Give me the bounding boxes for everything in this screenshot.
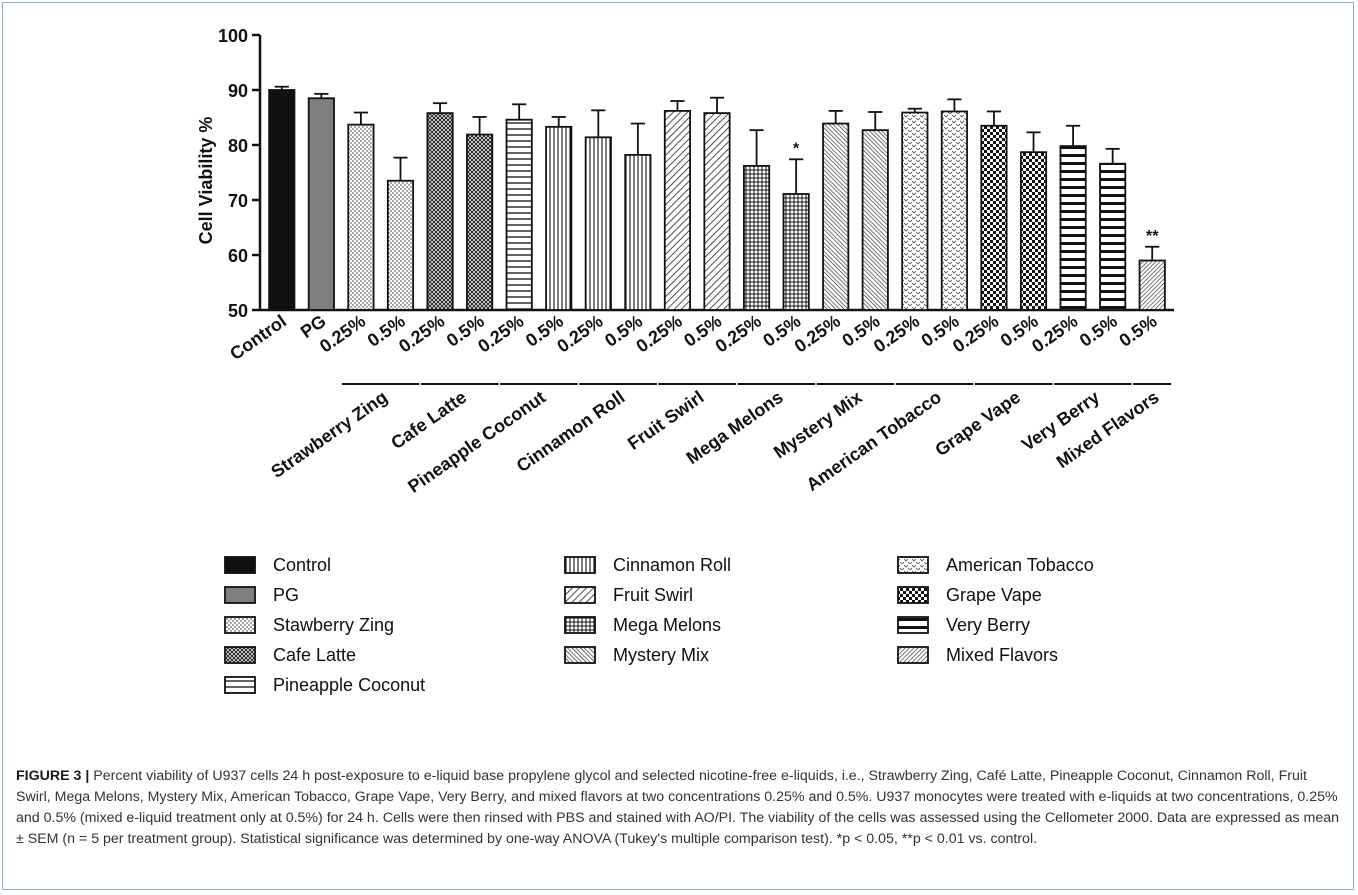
legend-swatch [897, 616, 929, 634]
bar [426, 112, 454, 311]
x-tick-label: 0.25% [395, 311, 448, 357]
x-tick-labels: Control PG0.25%0.5%0.25%0.5%0.25%0.5%0.25… [226, 311, 1160, 364]
bar [743, 164, 771, 311]
legend-swatch [224, 646, 256, 664]
legend-swatch [564, 556, 596, 574]
group-label: American Tobacco [803, 387, 945, 495]
bar [1059, 145, 1087, 311]
x-tick-label: 0.25% [870, 311, 923, 357]
significance-marker: * [793, 140, 800, 157]
legend-swatch [564, 616, 596, 634]
legend-swatch [897, 646, 929, 664]
y-tick-label: 50 [228, 301, 248, 321]
y-tick-label: 90 [228, 81, 248, 101]
x-tick-label: 0.25% [949, 311, 1002, 357]
legend-swatch [564, 646, 596, 664]
bar [347, 123, 375, 311]
legend-swatch [224, 616, 256, 634]
legend-label: Stawberry Zing [273, 615, 394, 635]
bar [268, 89, 296, 311]
bar [940, 110, 968, 311]
legend-swatch [897, 586, 929, 604]
legend-label: Cafe Latte [273, 645, 356, 665]
y-tick-label: 80 [228, 136, 248, 156]
x-tick-label: 0.25% [553, 311, 606, 357]
legend-swatch [564, 586, 596, 604]
legend: Control PG Stawberry Zing Cafe Latte Pineapp… [224, 555, 1094, 695]
group-label: Grape Vape [931, 387, 1024, 460]
y-axis-title: Cell Viability % [196, 117, 216, 245]
legend-swatch [224, 556, 256, 574]
legend-label: Control [273, 555, 331, 575]
y-tick-label: 100 [218, 26, 248, 46]
x-tick-label: 0.25% [474, 311, 527, 357]
x-tick-label: 0.25% [712, 311, 765, 357]
caption-text: Percent viability of U937 cells 24 h pos… [16, 768, 1340, 847]
bar [1019, 151, 1048, 311]
y-tick-label: 70 [228, 191, 248, 211]
figure-label: FIGURE 3 | [16, 768, 90, 784]
bar [584, 136, 612, 311]
significance-marker: ** [1146, 228, 1159, 245]
legend-label: PG [273, 585, 299, 605]
bar [901, 111, 929, 311]
bars: *** [268, 85, 1166, 311]
legend-label: Fruit Swirl [613, 585, 693, 605]
bar [782, 193, 810, 311]
x-tick-label: 0.25% [316, 311, 369, 357]
group-label: Strawberry Zing [267, 387, 391, 482]
bar [386, 179, 415, 311]
legend-swatch [897, 556, 929, 574]
legend-label: Cinnamon Roll [613, 555, 731, 575]
legend-label: Mega Melons [613, 615, 721, 635]
legend-swatch [224, 586, 256, 604]
bar [466, 133, 494, 311]
legend-label: Mystery Mix [613, 645, 709, 665]
y-tick-label: 60 [228, 246, 248, 266]
legend-label: Very Berry [946, 615, 1030, 635]
group-label: Pineapple Coconut [404, 387, 549, 497]
bar [703, 112, 731, 311]
x-tick-label: 0.25% [632, 311, 685, 357]
bar [624, 153, 652, 311]
bar [505, 118, 533, 311]
x-tick-label: 0.25% [791, 311, 844, 357]
x-tick-label: 0.5% [1076, 311, 1121, 351]
bar [861, 129, 889, 311]
figure-caption: FIGURE 3 | Percent viability of U937 cel… [16, 766, 1342, 850]
bar [663, 110, 691, 311]
bar [822, 122, 850, 311]
bar [1099, 162, 1127, 311]
bar [545, 125, 573, 311]
legend-label: Pineapple Coconut [273, 675, 425, 695]
bar [980, 124, 1008, 311]
legend-swatch [224, 676, 256, 694]
bar [1138, 259, 1166, 311]
bar [307, 97, 335, 311]
x-tick-label: 0.5% [1115, 311, 1160, 351]
legend-label: American Tobacco [946, 555, 1094, 575]
x-tick-label: 0.25% [1028, 311, 1081, 357]
group-label: Mixed Flavors [1053, 387, 1163, 472]
legend-label: Mixed Flavors [946, 645, 1058, 665]
legend-label: Grape Vape [946, 585, 1042, 605]
